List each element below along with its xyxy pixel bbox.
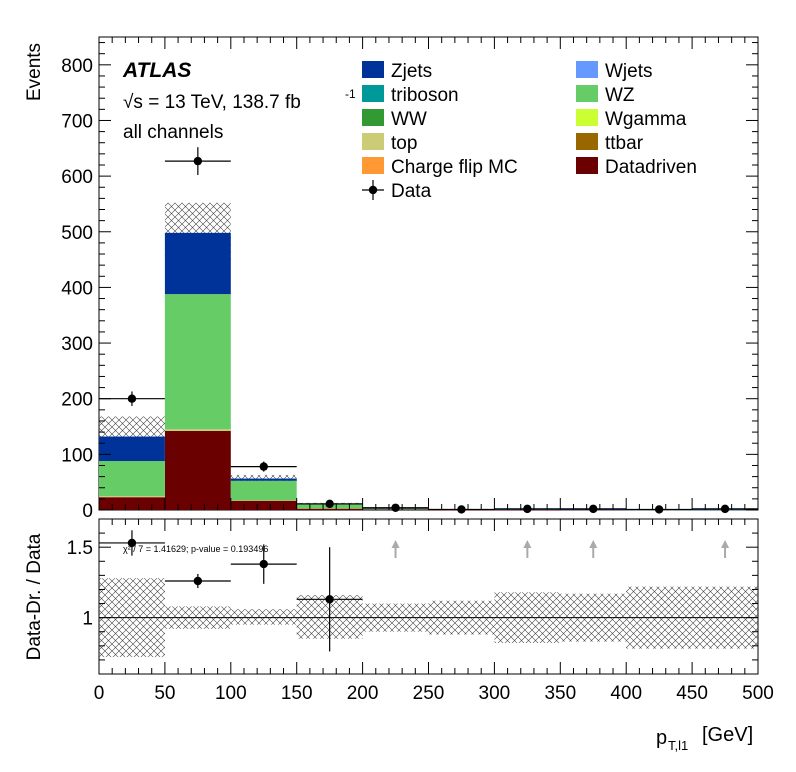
x-tick-label: 50 <box>154 683 175 704</box>
legend-swatch-wjets <box>576 61 598 78</box>
bar-zjets <box>230 478 297 481</box>
bar-wz <box>99 461 165 497</box>
energy-lumi-label: √s = 13 TeV, 138.7 fb <box>123 92 301 113</box>
top-x-ticks <box>98 37 759 510</box>
ratio-hatch <box>230 609 297 625</box>
data-point <box>391 503 400 512</box>
top-y-axis: 0 100 200 300 400 500 600 700 800 <box>61 42 758 522</box>
legend-swatch-wz <box>576 85 598 102</box>
ratio-y-tick-label: 1.5 <box>67 538 93 559</box>
ratio-y-axis-label: Data-Dr. / Data <box>24 533 45 660</box>
ratio-points <box>99 530 363 652</box>
bar-datadriven <box>164 430 231 510</box>
y-tick-label: 800 <box>61 56 93 77</box>
x-axis-label-subscript: T,l1 <box>668 738 688 753</box>
legend-label: WZ <box>605 85 635 106</box>
legend-label: Charge flip MC <box>391 157 518 178</box>
legend-swatch-ww <box>362 109 384 126</box>
legend-swatch-ttbar <box>576 133 598 150</box>
data-point <box>457 505 466 514</box>
x-axis-label-main: p <box>656 727 667 749</box>
data-point <box>523 504 532 514</box>
y-tick-label: 600 <box>61 167 93 188</box>
legend-label: Wjets <box>605 61 653 82</box>
x-tick-label: 450 <box>676 683 708 704</box>
x-tick-label: 300 <box>479 683 511 704</box>
arrow-head <box>721 540 730 548</box>
offscale-arrows <box>391 540 730 558</box>
bar-top <box>230 500 297 501</box>
legend-label: Data <box>391 181 432 202</box>
bar-wz <box>164 294 231 430</box>
bar-top <box>164 429 231 431</box>
x-axis-label-unit: [GeV] <box>702 724 753 746</box>
top-y-axis-label: Events <box>24 43 45 101</box>
y-tick-label: 400 <box>61 278 93 299</box>
ratio-y-tick-label: 1 <box>82 609 93 630</box>
bar-top <box>296 508 363 509</box>
arrow-head <box>523 540 532 548</box>
data-points <box>99 147 758 514</box>
y-tick-label: 200 <box>61 390 93 411</box>
ratio-point <box>259 559 268 569</box>
legend-label: ttbar <box>605 133 644 154</box>
legend-label: Datadriven <box>605 157 697 178</box>
data-point <box>325 499 334 509</box>
atlas-label: ATLAS <box>122 59 191 82</box>
x-tick-label: 200 <box>347 683 379 704</box>
data-point <box>589 504 598 514</box>
legend-label: Wgamma <box>605 109 687 130</box>
legend-swatch-charge-flip-mc <box>362 157 384 174</box>
bar-datadriven <box>99 497 165 510</box>
x-axis: 0 50 100 150 200 250 300 350 400 450 500 <box>94 519 774 704</box>
lumi-exponent: -1 <box>345 87 356 101</box>
x-tick-label: 150 <box>281 683 313 704</box>
legend-label: WW <box>391 109 427 130</box>
legend-label: triboson <box>391 85 459 106</box>
x-tick-label: 500 <box>742 683 774 704</box>
bar-datadriven <box>230 500 297 510</box>
legend-swatch-wgamma <box>576 109 598 126</box>
legend-label: Zjets <box>391 61 432 82</box>
arrow-head <box>391 540 400 548</box>
bar-zjets <box>99 436 165 462</box>
channel-label: all channels <box>123 122 223 143</box>
legend-swatch-triboson <box>362 85 384 102</box>
stacked-bars <box>99 232 758 511</box>
legend-swatch-datadriven <box>576 157 598 174</box>
data-point <box>193 156 203 166</box>
ratio-point <box>325 595 334 604</box>
y-tick-label: 0 <box>82 501 93 522</box>
x-tick-label: 100 <box>215 683 247 704</box>
bar-datadriven <box>296 508 363 510</box>
chi2-annotation: χ² / 7 = 1.41629; p-value = 0.193496 <box>123 544 268 554</box>
legend: Zjets Wjets triboson WZ WW Wgamma top ttbar Char… <box>362 61 697 202</box>
y-tick-label: 300 <box>61 334 93 355</box>
legend-label: top <box>391 133 417 154</box>
ratio-point <box>193 576 203 586</box>
arrow-head <box>589 540 598 548</box>
bar-top <box>99 496 165 498</box>
y-tick-label: 500 <box>61 223 93 244</box>
legend-swatch-zjets <box>362 61 384 78</box>
data-point <box>127 394 137 403</box>
x-tick-label: 0 <box>94 683 105 704</box>
bar-wz <box>230 480 297 501</box>
x-tick-label: 400 <box>610 683 642 704</box>
data-point <box>720 504 730 514</box>
data-point <box>654 505 664 514</box>
y-tick-label: 100 <box>61 445 93 466</box>
legend-data-marker <box>368 185 378 195</box>
x-tick-label: 250 <box>413 683 445 704</box>
data-point <box>259 462 268 471</box>
ratio-point <box>127 538 137 548</box>
legend-swatch-top <box>362 133 384 150</box>
ratio-y-axis: 11.5 <box>67 532 758 661</box>
y-tick-label: 700 <box>61 111 93 132</box>
x-tick-label: 350 <box>544 683 576 704</box>
bar-zjets <box>164 232 231 295</box>
